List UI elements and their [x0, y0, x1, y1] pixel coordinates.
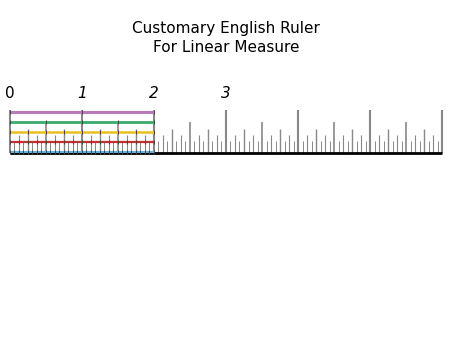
Text: 2: 2 [149, 87, 159, 101]
Text: Customary English Ruler
For Linear Measure: Customary English Ruler For Linear Measu… [132, 21, 320, 55]
Text: 0: 0 [5, 87, 14, 101]
Text: 1: 1 [77, 87, 87, 101]
Text: 3: 3 [221, 87, 231, 101]
